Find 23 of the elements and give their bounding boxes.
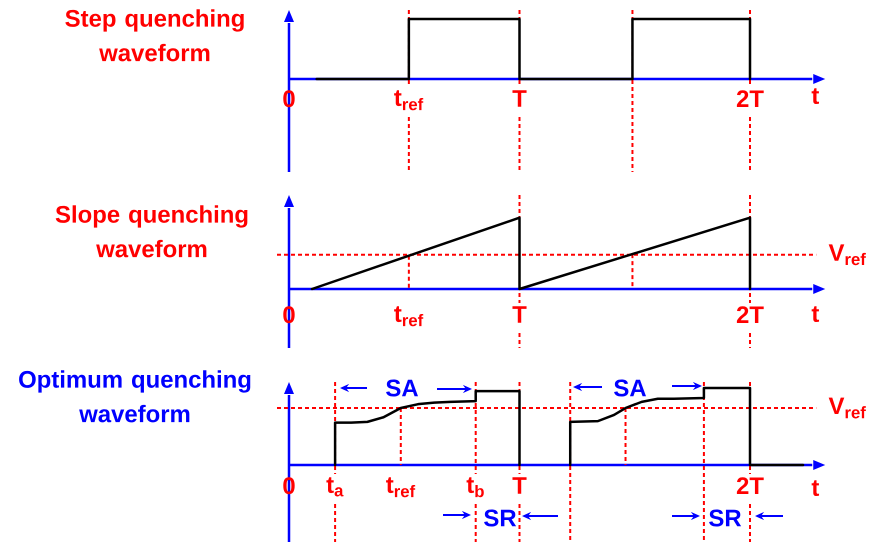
text: SR	[484, 510, 516, 526]
x-tick-label: 2T	[736, 90, 764, 107]
x-tick-label: t$_{ref}$	[394, 90, 424, 110]
x-axis-title: t	[812, 480, 820, 496]
x-tick-label: 2T	[736, 306, 764, 323]
x-tick-label: t$_{ref}$	[386, 477, 416, 498]
text: SR	[709, 510, 742, 526]
x-tick-label: T	[512, 306, 527, 323]
chart-title: Step quenching waveform	[65, 9, 244, 62]
annotation: SA	[614, 380, 646, 396]
x-tick-label: T	[512, 90, 527, 107]
annotation: SA	[386, 380, 418, 396]
x-tick-label: 2T	[736, 477, 764, 494]
x-tick-label: t$_{b}$	[466, 477, 484, 498]
x-tick-label: t$_{a}$	[326, 477, 344, 496]
x-axis-title: t	[812, 306, 820, 322]
x-tick-label: t$_{ref}$	[394, 306, 424, 326]
x-tick-label: T	[512, 477, 527, 494]
x-axis-title: t	[812, 88, 820, 104]
chart-title: Optimum quenching waveform	[19, 370, 250, 422]
chart-title: Slope quenching waveform	[56, 205, 248, 258]
ref-line-label: V$_{ref}$	[828, 244, 866, 266]
ref-line-label: V$_{ref}$	[828, 398, 866, 418]
